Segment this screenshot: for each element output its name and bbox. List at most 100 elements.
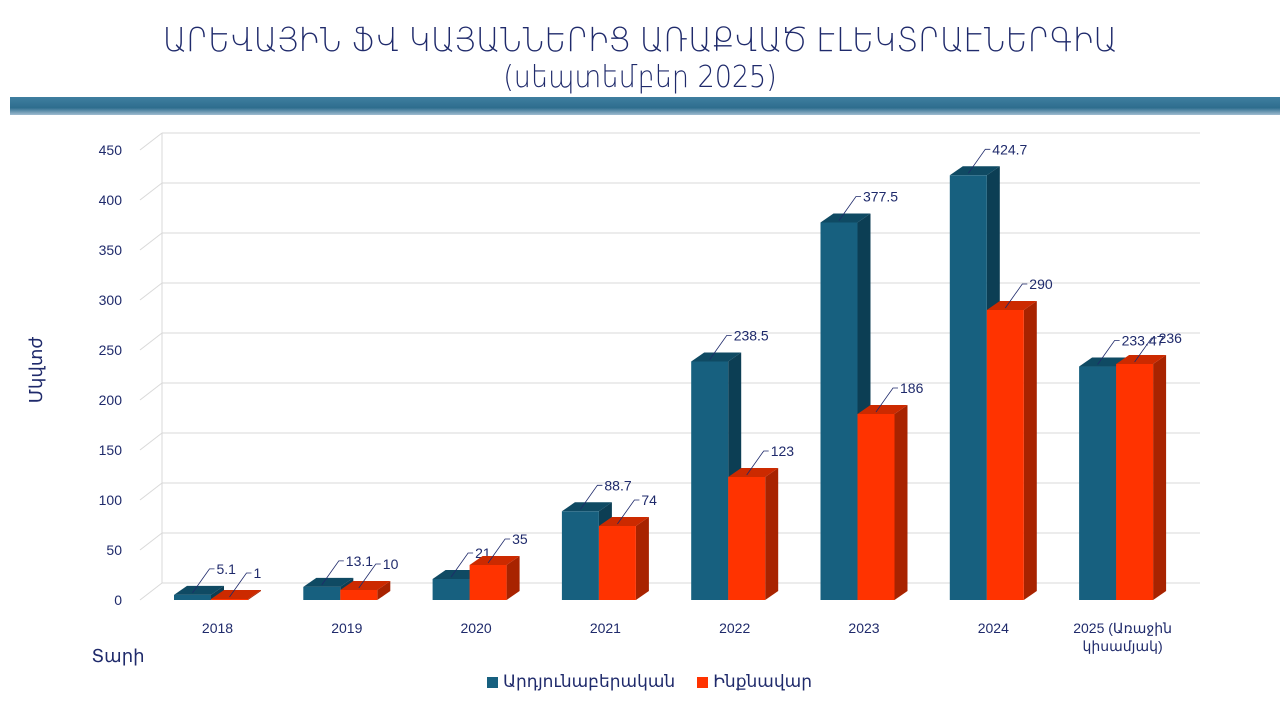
- chart-title: ԱՐԵՎԱՅԻՆ ՖՎ ԿԱՅԱՆՆԵՐԻՑ ԱՌԱՔՎԱԾ ԷԼԵԿՏՐԱԷՆ…: [162, 20, 1118, 59]
- bar-top: [561, 502, 612, 512]
- bar-top: [211, 590, 261, 599]
- gridline-diagonal: [139, 432, 163, 451]
- data-label-leader: [838, 196, 861, 221]
- data-label: 233.47: [1122, 333, 1165, 349]
- x-tick-label: 2020: [461, 620, 492, 636]
- bar-top: [469, 556, 520, 565]
- y-tick-label: 0: [114, 592, 122, 608]
- data-label: 13.1: [346, 553, 373, 569]
- data-label: 10: [383, 556, 399, 572]
- gridline-diagonal: [139, 332, 163, 351]
- data-label: 5.1: [217, 561, 237, 577]
- data-label: 186: [900, 380, 924, 396]
- gridline-diagonal: [139, 482, 163, 501]
- data-label-leader: [192, 568, 215, 594]
- y-tick-label: 400: [99, 192, 123, 208]
- gridline-diagonal: [139, 382, 163, 401]
- bar-top: [986, 301, 1037, 310]
- legend-label: Ինքնավար: [713, 672, 812, 692]
- data-label: 236: [1159, 330, 1183, 346]
- y-tick-label: 100: [99, 492, 123, 508]
- data-label-leader: [1134, 337, 1157, 363]
- data-label: 1: [254, 565, 262, 581]
- bar-side: [248, 590, 261, 600]
- gridline-diagonal: [139, 232, 163, 251]
- bar-side: [1023, 301, 1037, 600]
- bar-top: [728, 468, 779, 477]
- bar-industrial: [820, 222, 858, 600]
- y-tick-label: 150: [99, 442, 123, 458]
- data-label: 377.5: [863, 189, 898, 205]
- data-label-leader: [967, 148, 991, 174]
- bar-autonomous: [598, 526, 636, 600]
- data-label-leader: [580, 484, 603, 510]
- bar-industrial: [1079, 366, 1117, 600]
- data-label: 424.7: [992, 141, 1027, 157]
- data-label: 35: [512, 531, 528, 547]
- y-tick-label: 250: [99, 342, 123, 358]
- bar-autonomous: [211, 599, 248, 600]
- bar-autonomous: [728, 477, 766, 600]
- bar-top: [949, 166, 1000, 176]
- data-label: 88.7: [604, 477, 631, 493]
- data-label: 238.5: [734, 328, 769, 344]
- x-tick-label: 2024: [978, 620, 1009, 636]
- bar-autonomous: [857, 414, 895, 600]
- legend-item-industrial: Արդյունաբերական: [487, 672, 675, 692]
- x-tick-label: 2019: [331, 620, 362, 636]
- data-label-leader: [1097, 340, 1120, 365]
- bar-top: [303, 577, 354, 587]
- bar-industrial: [174, 594, 211, 600]
- y-tick-label: 50: [106, 542, 122, 558]
- data-label: 123: [771, 443, 795, 459]
- bar-autonomous: [469, 565, 507, 600]
- data-label-leader: [1004, 283, 1028, 309]
- bar-industrial: [949, 175, 987, 601]
- gridline-diagonal: [139, 132, 163, 151]
- legend-swatch: [487, 676, 498, 688]
- data-label-leader: [487, 538, 511, 564]
- gridline-diagonal: [139, 532, 163, 551]
- y-tick-label: 450: [99, 142, 123, 158]
- data-label-leader: [617, 499, 640, 525]
- legend-swatch: [697, 676, 709, 688]
- bar-side: [377, 581, 391, 600]
- x-tick-label: 2018: [202, 620, 233, 636]
- data-label-leader: [875, 387, 898, 413]
- data-label-leader: [358, 563, 381, 589]
- x-tick-label: 2022: [719, 620, 750, 636]
- bar-side: [894, 405, 908, 600]
- bar-autonomous: [986, 310, 1024, 600]
- data-label-leader: [709, 335, 732, 360]
- bar-side: [506, 556, 520, 600]
- bar-top: [820, 213, 871, 223]
- legend-label: Արդյունաբերական: [503, 672, 676, 692]
- x-tick-label: կիսամյակ): [1083, 638, 1163, 654]
- bar-industrial: [561, 511, 599, 600]
- bar-industrial: [303, 586, 341, 600]
- bar-industrial: [432, 579, 470, 600]
- y-tick-label: 300: [99, 292, 123, 308]
- bar-top: [1116, 355, 1167, 364]
- bar-top: [598, 517, 649, 526]
- bar-top: [174, 585, 224, 595]
- bar-top: [340, 581, 391, 590]
- data-label-leader: [321, 560, 344, 586]
- x-tick-label: 2021: [590, 620, 621, 636]
- bar-side: [635, 517, 649, 600]
- x-tick-label: 2023: [848, 620, 879, 636]
- bar-side: [211, 585, 224, 600]
- data-label: 74: [641, 492, 657, 508]
- data-label-leader: [229, 572, 252, 598]
- data-label: 290: [1029, 276, 1053, 292]
- bar-autonomous: [1116, 364, 1154, 600]
- y-axis-title: Մկվտժ: [26, 337, 47, 404]
- legend: Արդյունաբերական Ինքնավար: [487, 672, 812, 692]
- bar-autonomous: [340, 590, 378, 600]
- data-label-leader: [746, 450, 769, 476]
- y-tick-label: 350: [99, 242, 123, 258]
- bar-side: [1153, 355, 1167, 600]
- data-label-leader: [450, 552, 474, 578]
- x-tick-label: 2025 (Առաջին: [1073, 620, 1172, 636]
